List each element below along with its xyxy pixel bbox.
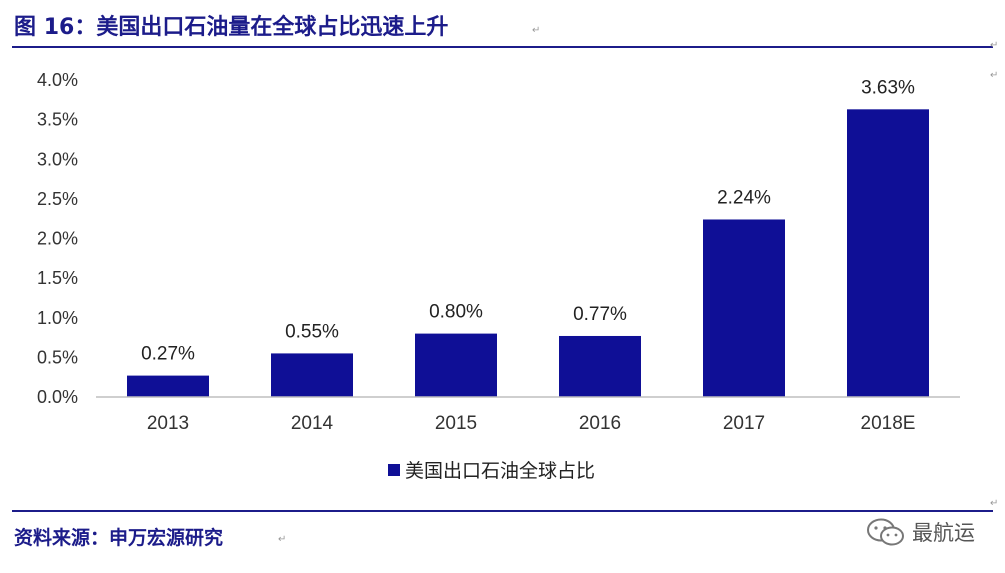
y-tick-label: 2.5% bbox=[37, 189, 78, 209]
bar bbox=[415, 333, 497, 397]
bar bbox=[271, 353, 353, 397]
watermark: 最航运 bbox=[866, 515, 975, 549]
bar bbox=[559, 335, 641, 397]
x-tick-label: 2016 bbox=[579, 413, 621, 434]
y-tick-label: 1.0% bbox=[37, 308, 78, 328]
legend: 美国出口石油全球占比 bbox=[388, 460, 595, 482]
paragraph-mark: ↵ bbox=[990, 40, 999, 51]
y-tick-label: 0.0% bbox=[37, 387, 78, 407]
data-label: 0.27% bbox=[141, 344, 195, 365]
x-tick-label: 2015 bbox=[435, 413, 477, 434]
y-tick-label: 4.0% bbox=[37, 70, 78, 90]
figure-number: 16 bbox=[43, 15, 75, 40]
bar bbox=[703, 219, 785, 397]
paragraph-mark: ↵ bbox=[532, 25, 541, 36]
figure-title: 图 16：美国出口石油量在全球占比迅速上升 bbox=[14, 12, 448, 42]
data-label: 0.55% bbox=[285, 321, 339, 342]
data-labels: 0.27% 0.55% 0.80% 0.77% 2.24% 3.63% bbox=[141, 77, 915, 364]
figure-title-text: 美国出口石油量在全球占比迅速上升 bbox=[96, 14, 449, 40]
legend-swatch bbox=[388, 464, 400, 476]
source-note: 资料来源：申万宏源研究 bbox=[14, 527, 224, 549]
bar bbox=[127, 375, 209, 397]
source-rule bbox=[12, 510, 993, 512]
x-tick-label: 2014 bbox=[291, 413, 334, 434]
bar-series bbox=[127, 109, 929, 397]
paragraph-mark: ↵ bbox=[990, 498, 999, 509]
x-tick-label: 2018E bbox=[861, 413, 916, 434]
y-tick-label: 1.5% bbox=[37, 268, 78, 288]
data-label: 0.80% bbox=[429, 302, 483, 323]
paragraph-mark: ↵ bbox=[278, 534, 287, 545]
paragraph-mark: ↵ bbox=[990, 70, 999, 81]
y-axis: 0.0% 0.5% 1.0% 1.5% 2.0% 2.5% 3.0% 3.5% 4.0% bbox=[37, 70, 78, 407]
data-label: 3.63% bbox=[861, 77, 915, 98]
y-tick-label: 0.5% bbox=[37, 347, 78, 367]
wechat-icon bbox=[866, 517, 906, 547]
y-tick-label: 2.0% bbox=[37, 229, 78, 249]
figure-label: 图 bbox=[14, 14, 37, 40]
x-tick-label: 2017 bbox=[723, 413, 765, 434]
bar bbox=[847, 109, 929, 397]
y-tick-label: 3.5% bbox=[37, 110, 78, 130]
y-tick-label: 3.0% bbox=[37, 149, 78, 169]
data-label: 2.24% bbox=[717, 187, 771, 208]
x-tick-label: 2013 bbox=[147, 413, 189, 434]
bar-chart: 0.0% 0.5% 1.0% 1.5% 2.0% 2.5% 3.0% 3.5% 4.0% 0.2… bbox=[37, 70, 960, 482]
figure-title-separator: ： bbox=[74, 14, 97, 40]
watermark-text: 最航运 bbox=[912, 521, 975, 545]
data-label: 0.77% bbox=[573, 304, 627, 325]
legend-label: 美国出口石油全球占比 bbox=[405, 460, 595, 482]
x-axis: 2013 2014 2015 2016 2017 2018E bbox=[147, 413, 916, 434]
title-underline bbox=[12, 46, 993, 48]
